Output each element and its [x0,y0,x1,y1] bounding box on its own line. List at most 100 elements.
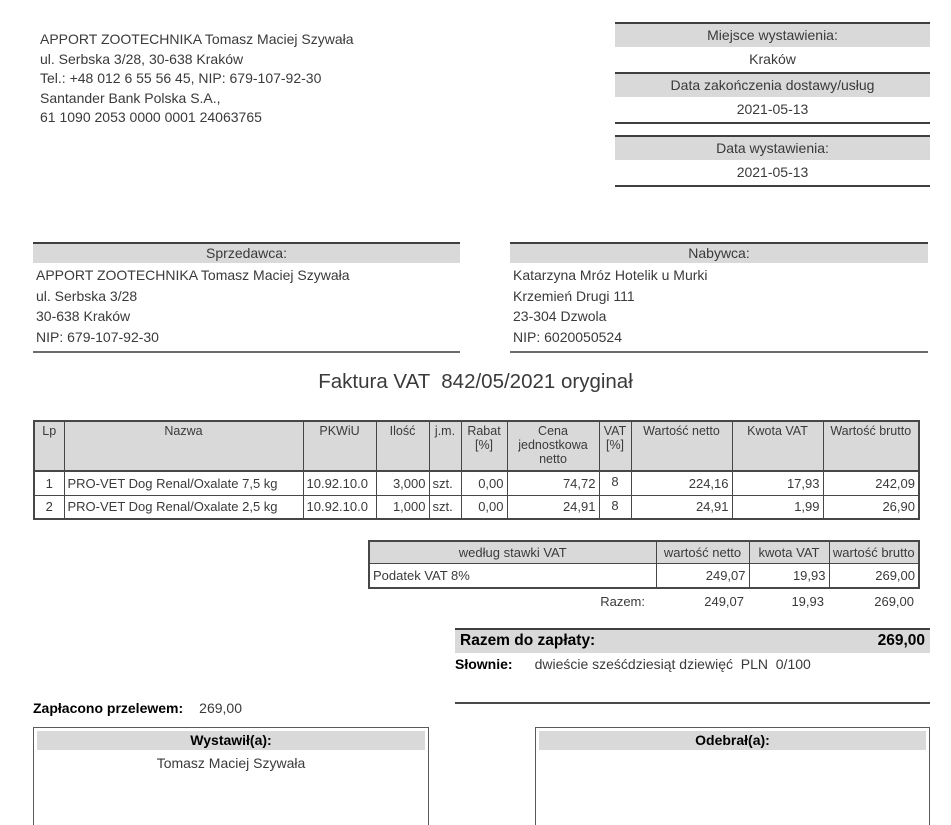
item-discount: 0,00 [460,494,508,520]
payment-amount: 269,00 [199,700,242,716]
company-header-line: 61 1090 2053 0000 0001 24063765 [40,109,262,125]
payment-info: Zapłacono przelewem: 269,00 [33,700,242,716]
meta-box-value: 2021-05-13 [615,160,930,187]
items-col-header-vat: VAT [%] [598,420,632,472]
items-col-header-gross: Wartość brutto [822,420,920,472]
buyer-address-line: 23-304 Dzwola [513,308,607,324]
vat-total-label: Razem: [600,594,645,609]
item-vat-amount: 1,99 [731,494,824,520]
vat-col-header-rate: według stawki VAT [368,540,657,564]
items-col-header-qty: Ilość [375,420,430,472]
receiver-box-title: Odebrał(a): [539,731,926,750]
item-unit-price: 74,72 [506,470,600,496]
seller-address-line: 30-638 Kraków [36,308,131,324]
vat-total-gross: 269,00 [874,594,914,609]
vat-summary-header-row: według stawki VAT wartość netto kwota VA… [368,540,920,564]
company-header: APPORT ZOOTECHNIKA Tomasz Maciej Szywała… [40,30,470,128]
item-name: PRO-VET Dog Renal/Oxalate 2,5 kg [63,494,304,520]
meta-box-label: Data wystawienia: [615,137,930,160]
company-header-line: APPORT ZOOTECHNIKA Tomasz Maciej Szywała [40,31,354,47]
item-qty: 1,000 [375,494,430,520]
item-gross: 242,09 [822,470,920,496]
meta-box-label: Data zakończenia dostawy/usług [615,74,930,97]
vat-rate-label: Podatek VAT 8% [368,563,657,589]
item-unit-price: 24,91 [506,494,600,520]
vat-col-header-gross: wartość brutto [828,540,920,564]
vat-summary-table: według stawki VAT wartość netto kwota VA… [368,540,920,589]
divider-line [455,702,930,704]
seller-address-line: ul. Serbska 3/28 [36,287,138,304]
item-vat-rate: 8 [598,494,632,520]
item-discount: 0,00 [460,470,508,496]
buyer-address: Katarzyna Mróz Hotelik u Murki Krzemień … [510,263,928,351]
item-pkwiu: 10.92.10.0 [302,470,377,496]
meta-box-value: Kraków [749,51,796,67]
items-col-header-unit-price: Cena jednostkowa netto [506,420,600,472]
amount-in-words: Słownie: dwieście sześćdziesiąt dziewięć… [455,656,930,672]
items-col-header-pkwiu: PKWiU [302,420,377,472]
items-table: Lp Nazwa PKWiU Ilość j.m. Rabat [%] Cena… [33,420,920,520]
items-row: 2 PRO-VET Dog Renal/Oxalate 2,5 kg 10.92… [33,494,920,520]
meta-box-label: Miejsce wystawienia: [615,24,930,47]
items-col-header-lp: Lp [33,420,65,472]
item-lp: 1 [33,470,65,496]
vat-col-header-net: wartość netto [655,540,750,564]
items-col-header-unit: j.m. [428,420,462,472]
item-net: 24,91 [630,494,733,520]
item-vat-rate: 8 [598,470,632,496]
vat-total-row: Razem: 249,07 19,93 269,00 [368,590,918,609]
company-header-line: Santander Bank Polska S.A., [40,89,221,106]
vat-total-net: 249,07 [704,594,744,609]
invoice-title: Faktura VAT 842/05/2021 oryginał [318,370,633,393]
seller-section: Sprzedawca: APPORT ZOOTECHNIKA Tomasz Ma… [33,242,460,353]
total-due-amount: 269,00 [877,632,925,649]
vat-total-vat: 19,93 [791,594,824,609]
item-name: PRO-VET Dog Renal/Oxalate 7,5 kg [63,470,304,496]
vat-gross-value: 269,00 [828,563,920,589]
seller-section-title: Sprzedawca: [33,244,460,263]
seller-address-line: NIP: 679-107-92-30 [36,328,159,345]
meta-box-value: 2021-05-13 [615,97,930,124]
seller-address-line: APPORT ZOOTECHNIKA Tomasz Maciej Szywała [36,267,350,283]
item-net: 224,16 [630,470,733,496]
buyer-section-title: Nabywca: [510,244,928,263]
buyer-address-line: Krzemień Drugi 111 [513,287,635,304]
issuer-box-title: Wystawił(a): [37,731,425,750]
in-words-label: Słownie: [455,656,513,672]
receiver-signature-box: Odebrał(a): [535,727,930,825]
vat-summary-row: Podatek VAT 8% 249,07 19,93 269,00 [368,563,920,589]
buyer-address-line: Katarzyna Mróz Hotelik u Murki [513,267,708,283]
item-unit: szt. [428,494,462,520]
vat-col-header-vat: kwota VAT [748,540,830,564]
total-due-section: Razem do zapłaty: 269,00 [455,628,930,653]
item-gross: 26,90 [822,494,920,520]
meta-box-issue-date: Data wystawienia: 2021-05-13 [615,135,930,187]
company-header-line: Tel.: +48 012 6 55 56 45, NIP: 679-107-9… [40,70,322,86]
item-qty: 3,000 [375,470,430,496]
items-col-header-vat-amount: Kwota VAT [731,420,824,472]
payment-label: Zapłacono przelewem: [33,700,184,716]
meta-box-place-of-issue: Miejsce wystawienia: Kraków [615,22,930,72]
items-header-row: Lp Nazwa PKWiU Ilość j.m. Rabat [%] Cena… [33,420,920,472]
company-header-line: ul. Serbska 3/28, 30-638 Kraków [40,50,244,67]
items-col-header-net: Wartość netto [630,420,733,472]
issuer-signature-box: Wystawił(a): Tomasz Maciej Szywała [33,727,429,825]
issuer-name: Tomasz Maciej Szywała [156,755,306,771]
item-vat-amount: 17,93 [731,470,824,496]
items-row: 1 PRO-VET Dog Renal/Oxalate 7,5 kg 10.92… [33,470,920,496]
buyer-section: Nabywca: Katarzyna Mróz Hotelik u Murki … [510,242,928,353]
seller-address: APPORT ZOOTECHNIKA Tomasz Maciej Szywała… [33,263,460,351]
vat-net-value: 249,07 [655,563,750,589]
items-col-header-name: Nazwa [63,420,304,472]
meta-box-delivery-date: Data zakończenia dostawy/usług 2021-05-1… [615,72,930,124]
total-due-bar: Razem do zapłaty: 269,00 [455,630,930,653]
vat-vat-value: 19,93 [748,563,830,589]
item-pkwiu: 10.92.10.0 [302,494,377,520]
item-lp: 2 [33,494,65,520]
item-unit: szt. [428,470,462,496]
total-due-label: Razem do zapłaty: [460,632,596,649]
items-col-header-discount: Rabat [%] [460,420,508,472]
in-words-text: dwieście sześćdziesiąt dziewięć PLN 0/10… [534,656,811,672]
invoice-meta-boxes: Miejsce wystawienia: Kraków Data zakończ… [615,22,930,187]
